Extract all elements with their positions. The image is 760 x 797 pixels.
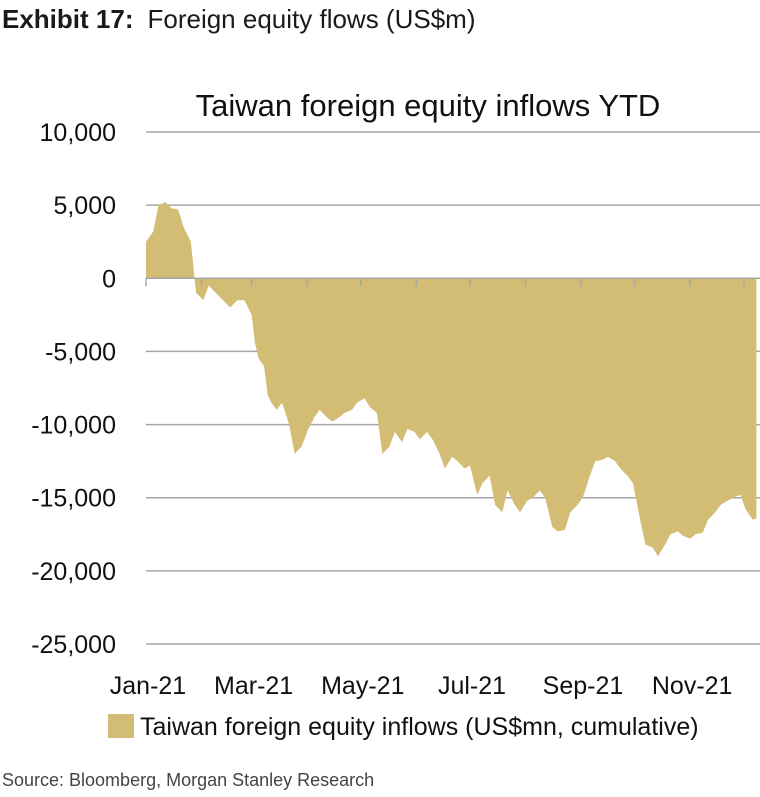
area-series [146,202,757,557]
area-taiwan-foreign-inflows [146,202,757,557]
source-note: Source: Bloomberg, Morgan Stanley Resear… [2,770,375,790]
y-tick-label: -15,000 [31,485,116,513]
legend-swatch [108,714,134,738]
exhibit-title: Foreign equity flows (US$m) [147,4,476,34]
y-tick-labels: 10,000 5,000 0 -5,000 -10,000 -15,000 -20,000 -… [31,119,116,659]
exhibit-number: Exhibit 17: [2,4,134,34]
x-tick-label: Mar-21 [214,672,293,700]
x-tick-label: Jan-21 [110,672,186,700]
legend: Taiwan foreign equity inflows (US$mn, cu… [108,713,699,741]
y-tick-label: 10,000 [40,119,116,147]
axes [145,277,760,287]
y-tick-label: 5,000 [53,192,116,220]
y-tick-label: -5,000 [45,338,116,366]
y-tick-label: -20,000 [31,558,116,586]
x-tick-label: Nov-21 [652,672,733,700]
chart-title: Taiwan foreign equity inflows YTD [196,88,661,123]
x-tick-label: Sep-21 [543,672,624,700]
x-tick-label: Jul-21 [438,672,506,700]
y-tick-label: -25,000 [31,631,116,659]
y-tick-label: 0 [102,265,116,293]
y-tick-label: -10,000 [31,412,116,440]
exhibit-header: Exhibit 17: Foreign equity flows (US$m) [2,4,475,35]
x-tick-label: May-21 [321,672,404,700]
x-tick-labels: Jan-21 Mar-21 May-21 Jul-21 Sep-21 Nov-21 [110,672,733,700]
legend-label: Taiwan foreign equity inflows (US$mn, cu… [140,713,699,741]
